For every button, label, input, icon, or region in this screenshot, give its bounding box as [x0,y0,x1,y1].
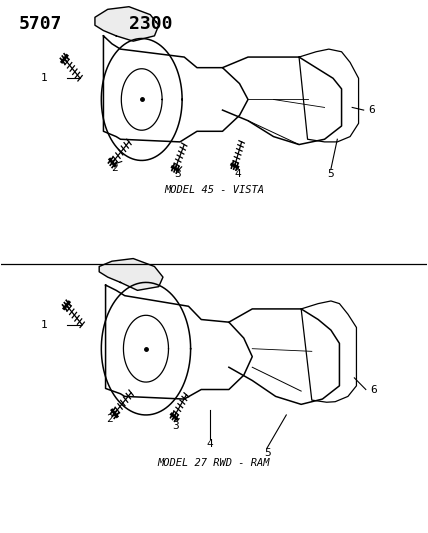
Polygon shape [95,7,159,41]
Text: MODEL 45 - VISTA: MODEL 45 - VISTA [164,184,264,195]
Text: 2300: 2300 [129,14,172,33]
Text: MODEL 27 RWD - RAM: MODEL 27 RWD - RAM [158,458,270,467]
Text: 1: 1 [41,73,47,83]
Text: 3: 3 [175,169,181,179]
Text: 5: 5 [327,169,334,179]
Text: 6: 6 [370,384,377,394]
Text: 1: 1 [41,320,47,330]
Text: 2: 2 [111,164,117,173]
Text: 4: 4 [206,439,213,449]
Text: 3: 3 [172,421,179,431]
Text: 5707: 5707 [18,14,62,33]
Text: 5: 5 [264,448,270,458]
Text: 6: 6 [368,105,374,115]
Polygon shape [99,259,163,290]
Text: 4: 4 [234,169,241,179]
Text: 2: 2 [107,414,113,424]
